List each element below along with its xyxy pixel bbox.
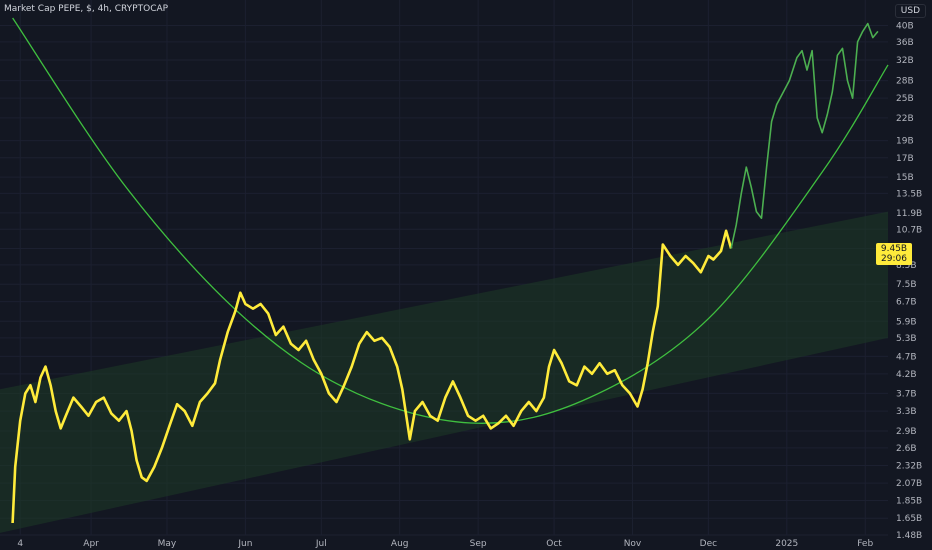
- x-tick-label: Feb: [857, 539, 873, 549]
- x-tick-label: Sep: [470, 539, 487, 549]
- y-axis: 40B 36B 32B 28B 25B 22B 19B 17B 15B 13.5B 11.9B 10.…: [896, 22, 922, 541]
- x-tick-label: Dec: [700, 539, 717, 549]
- bar-countdown: 29:06: [881, 254, 907, 264]
- y-tick-label: 2.6B: [896, 444, 917, 454]
- x-tick-label: 2025: [775, 539, 798, 549]
- x-tick-label: Nov: [624, 539, 642, 549]
- y-tick-label: 5.9B: [896, 317, 917, 327]
- x-tick-label: Jul: [315, 539, 327, 549]
- y-tick-label: 4.7B: [896, 352, 917, 362]
- y-tick-label: 10.7B: [896, 225, 922, 235]
- currency-button[interactable]: USD: [894, 4, 926, 18]
- y-tick-label: 2.32B: [896, 462, 922, 472]
- x-tick-label: Oct: [546, 539, 562, 549]
- x-tick-label: Jun: [237, 539, 252, 549]
- y-tick-label: 8.5B: [896, 261, 917, 271]
- y-tick-label: 3.3B: [896, 407, 917, 417]
- x-axis: 4 Apr May Jun Jul Aug Sep Oct Nov Dec 2025 Feb: [17, 539, 873, 549]
- y-tick-label: 15B: [896, 173, 914, 183]
- last-price-tag: 9.45B 29:06: [876, 243, 912, 265]
- x-tick-label: Aug: [391, 539, 409, 549]
- y-tick-label: 25B: [896, 94, 914, 104]
- y-tick-label: 5.3B: [896, 334, 917, 344]
- x-tick-label: May: [158, 539, 177, 549]
- price-channel: [0, 211, 888, 533]
- chart-title: Market Cap PEPE, $, 4h, CRYPTOCAP: [4, 4, 169, 14]
- y-tick-label: 32B: [896, 56, 914, 66]
- y-tick-label: 1.48B: [896, 531, 922, 541]
- y-tick-label: 19B: [896, 137, 914, 147]
- x-tick-label: Apr: [83, 539, 99, 549]
- price-line-1: [11, 229, 733, 524]
- y-tick-label: 6.7B: [896, 298, 917, 308]
- last-price-value: 9.45B: [880, 244, 908, 254]
- y-tick-label: 4.2B: [896, 370, 917, 380]
- y-tick-label: 1.85B: [896, 497, 922, 507]
- y-tick-label: 22B: [896, 114, 914, 124]
- y-tick-label: 1.65B: [896, 514, 922, 524]
- y-tick-label: 28B: [896, 77, 914, 87]
- y-tick-label: 40B: [896, 22, 914, 32]
- parabolic-curve: [12, 17, 889, 424]
- price-series: [11, 22, 879, 524]
- y-tick-label: 36B: [896, 38, 914, 48]
- y-tick-label: 11.9B: [896, 209, 922, 219]
- y-tick-label: 17B: [896, 154, 914, 164]
- price-line-2: [730, 22, 879, 249]
- overlays: [0, 17, 889, 533]
- y-tick-label: 2.9B: [896, 427, 917, 437]
- x-tick-label: 4: [17, 539, 23, 549]
- y-tick-label: 7.5B: [896, 280, 917, 290]
- y-tick-label: 2.07B: [896, 479, 922, 489]
- y-tick-label: 13.5B: [896, 189, 922, 199]
- y-tick-label: 3.7B: [896, 389, 917, 399]
